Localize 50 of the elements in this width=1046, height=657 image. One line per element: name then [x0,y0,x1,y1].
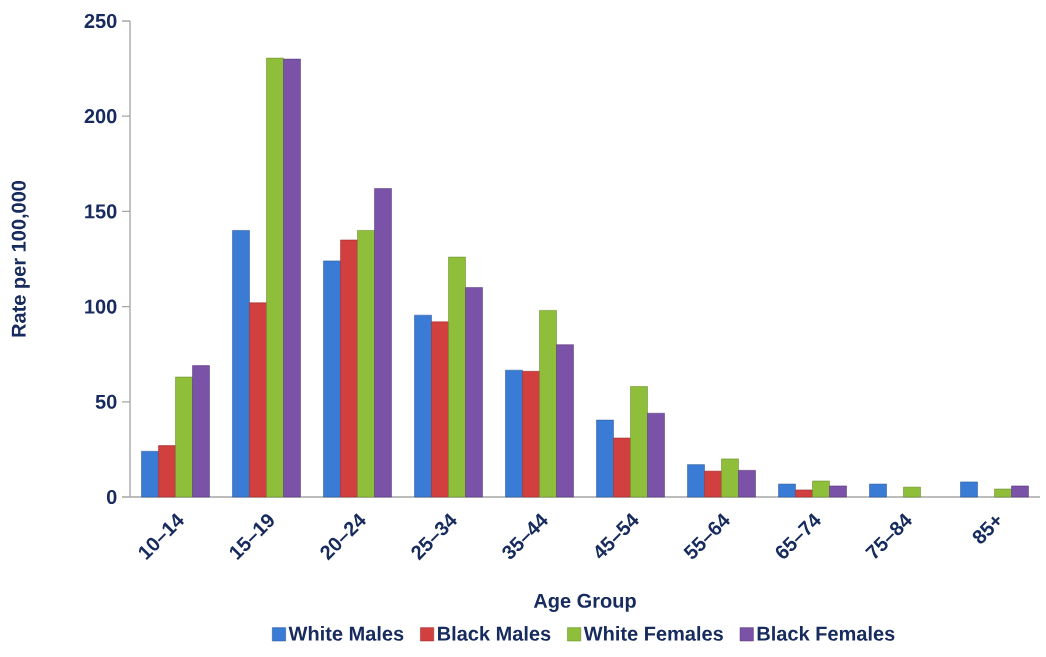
y-tick-label: 0 [106,489,117,505]
bar [960,481,978,498]
legend-label: White Males [288,626,404,641]
y-tick-label: 150 [85,204,117,219]
bar [613,437,631,498]
bar [266,57,284,498]
y-tick-label: 50 [95,394,117,409]
legend-label: Black Females [757,626,895,641]
bar [869,483,887,498]
bar [556,344,574,498]
bar [141,451,159,498]
bar [448,256,466,498]
bar [812,480,830,498]
x-axis-title: Age Group [533,593,636,612]
bar [596,419,614,498]
y-tick-label: 200 [84,109,117,124]
y-tick-label: 100 [85,299,117,314]
legend-label: Black Males [438,626,551,641]
bar [704,470,722,498]
bar [994,488,1012,498]
bar [175,376,193,498]
bar [647,412,665,498]
bar [249,302,267,498]
y-tick-label: 250 [84,13,117,29]
bar [539,310,557,498]
bar [522,371,540,498]
bar [721,458,739,498]
bar [357,230,375,498]
bar [283,58,301,498]
bar [232,230,250,498]
bar [1011,485,1029,498]
bar [829,485,847,498]
bar [374,188,392,498]
bar [738,470,756,498]
y-axis-title: Rate per 100,000 [11,180,30,337]
bar [903,486,921,498]
bar [778,483,796,498]
bar [414,314,432,498]
bar [323,260,341,498]
bar [465,287,483,498]
bar [630,386,648,498]
bar [340,239,358,498]
bar [687,464,705,498]
bar [431,321,449,498]
bar [795,489,813,498]
bar [505,369,523,498]
legend-label: White Females [583,626,723,641]
bar [192,365,210,498]
bar [158,445,176,498]
x-tick-label: 85+ [972,516,1000,544]
